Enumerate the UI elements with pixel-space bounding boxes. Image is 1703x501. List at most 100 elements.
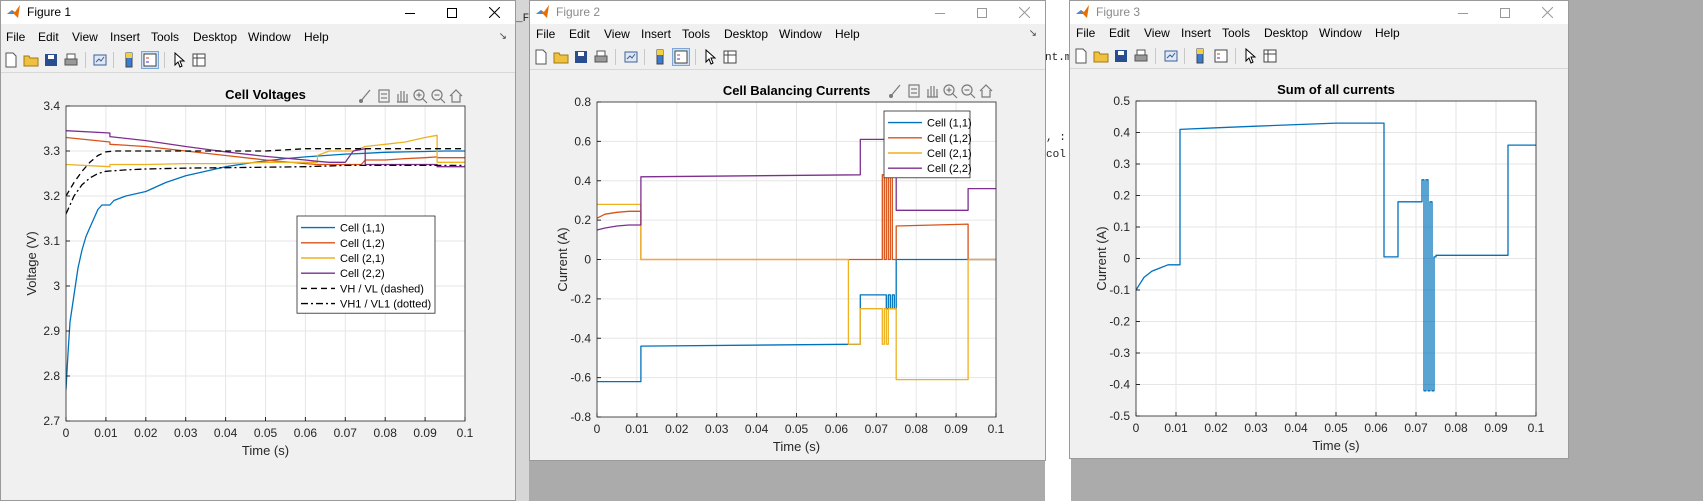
legend-icon[interactable] (141, 51, 159, 69)
menu-file[interactable]: File (1076, 26, 1096, 40)
legend-label-4: Cell (2,2) (927, 163, 972, 175)
y-tick-label: 0.5 (1113, 94, 1130, 108)
zoom-in-icon[interactable] (943, 84, 958, 99)
edit-plot-arrow-icon[interactable] (702, 49, 718, 65)
dock-arrow-icon[interactable]: ↘ (1028, 28, 1037, 39)
maximize-button[interactable] (1484, 1, 1526, 24)
close-button[interactable] (1003, 1, 1045, 24)
lens-handle (952, 93, 958, 99)
chart-figure-3: 0 0.01 0.02 0.03 0.04 0.05 0.06 0.07 0.08 0.09 0.1… (1094, 82, 1545, 453)
menu-file[interactable]: File (6, 30, 26, 44)
link-plot-icon[interactable] (1163, 48, 1179, 64)
colorbar-icon[interactable] (652, 49, 668, 65)
menu-desktop[interactable]: Desktop (724, 27, 769, 41)
menu-edit[interactable]: Edit (569, 27, 590, 41)
menu-view[interactable]: View (1144, 26, 1170, 40)
figure-1-window[interactable]: Figure 1 File Edit View Insert Tools Des… (0, 0, 516, 501)
print-icon[interactable] (63, 52, 79, 68)
figure-2-window[interactable]: Figure 2 File Edit View Insert Tools Des… (529, 0, 1046, 461)
zoom-out-icon[interactable] (431, 89, 446, 104)
y-tick-label: 0.1 (1113, 220, 1130, 234)
menu-window[interactable]: Window (1319, 26, 1362, 40)
series-line-2 (66, 136, 465, 166)
dock-arrow-icon[interactable]: ↘ (498, 31, 507, 42)
y-tick-label: 0 (584, 253, 591, 267)
save-icon[interactable] (1113, 48, 1129, 64)
y-tick-label: -0.5 (1109, 409, 1130, 423)
menu-edit[interactable]: Edit (38, 30, 59, 44)
save-icon[interactable] (573, 49, 589, 65)
colorbar-icon[interactable] (1192, 48, 1208, 64)
pan-icon[interactable] (397, 91, 408, 103)
zoom-out-icon[interactable] (961, 84, 976, 99)
maximize-button[interactable] (431, 1, 473, 24)
chart-title: Cell Balancing Currents (723, 83, 870, 98)
minimize-button[interactable] (1442, 1, 1484, 24)
home-icon[interactable] (449, 89, 463, 103)
x-tick-label: 0 (594, 422, 601, 436)
y-tick-label: -0.2 (570, 292, 591, 306)
datatip-icon[interactable] (908, 84, 920, 98)
close-button[interactable] (473, 1, 515, 24)
link-plot-icon[interactable] (623, 49, 639, 65)
menu-view[interactable]: View (72, 30, 98, 44)
figure-3-titlebar[interactable]: Figure 3 (1070, 1, 1568, 24)
new-figure-icon[interactable] (533, 49, 549, 65)
open-file-icon[interactable] (23, 52, 39, 68)
link-plot-icon[interactable] (92, 52, 108, 68)
print-icon[interactable] (593, 49, 609, 65)
menu-desktop[interactable]: Desktop (1264, 26, 1309, 40)
y-tick-label: 3.4 (43, 99, 60, 113)
zoom-in-icon[interactable] (413, 89, 428, 104)
y-tick-label: 0.8 (574, 95, 591, 109)
pan-icon[interactable] (927, 86, 938, 98)
series-line-5 (66, 148, 465, 197)
menu-help[interactable]: Help (1375, 26, 1400, 40)
brush-icon[interactable] (359, 89, 371, 103)
menu-view[interactable]: View (604, 27, 630, 41)
figure-1-titlebar[interactable]: Figure 1 (1, 1, 515, 24)
open-file-icon[interactable] (553, 49, 569, 65)
menu-insert[interactable]: Insert (1181, 26, 1212, 40)
legend-icon[interactable] (1213, 48, 1229, 64)
colorbar-icon[interactable] (121, 52, 137, 68)
menu-window[interactable]: Window (779, 27, 822, 41)
home-icon[interactable] (979, 84, 993, 98)
new-figure-icon[interactable] (1073, 48, 1089, 64)
menu-help[interactable]: Help (835, 27, 860, 41)
new-figure-icon[interactable] (3, 52, 19, 68)
property-inspector-icon[interactable] (1262, 48, 1278, 64)
brush-icon[interactable] (889, 84, 901, 98)
save-icon[interactable] (43, 52, 59, 68)
menu-insert[interactable]: Insert (641, 27, 672, 41)
menu-tools[interactable]: Tools (1222, 26, 1251, 40)
close-button[interactable] (1526, 1, 1568, 24)
x-tick-label: 0.07 (865, 422, 889, 436)
figure-2-titlebar[interactable]: Figure 2 (530, 1, 1045, 24)
open-file-icon[interactable] (1093, 48, 1109, 64)
edit-plot-arrow-icon[interactable] (171, 52, 187, 68)
property-inspector-icon[interactable] (722, 49, 738, 65)
menu-desktop[interactable]: Desktop (193, 30, 238, 44)
x-tick-label: 0 (1133, 421, 1140, 435)
minimize-button[interactable] (389, 1, 431, 24)
edit-plot-arrow-icon[interactable] (1242, 48, 1258, 64)
property-inspector-icon[interactable] (191, 52, 207, 68)
menu-help[interactable]: Help (304, 30, 329, 44)
menu-tools[interactable]: Tools (151, 30, 180, 44)
maximize-button[interactable] (961, 1, 1003, 24)
menu-window[interactable]: Window (248, 30, 291, 44)
legend-icon[interactable] (672, 48, 690, 66)
figure-3-window[interactable]: Figure 3 File Edit View Insert Tools Des… (1069, 0, 1569, 459)
datatip-icon[interactable] (378, 89, 390, 103)
menu-edit[interactable]: Edit (1109, 26, 1130, 40)
chart-figure-1: 0 0.01 0.02 0.03 0.04 0.05 0.06 0.07 0.08 0.09 0.1… (24, 87, 474, 458)
minimize-button[interactable] (919, 1, 961, 24)
print-icon[interactable] (1133, 48, 1149, 64)
menu-file[interactable]: File (536, 27, 556, 41)
menu-insert[interactable]: Insert (110, 30, 141, 44)
menu-tools[interactable]: Tools (682, 27, 711, 41)
figure-1-plot-area: 0 0.01 0.02 0.03 0.04 0.05 0.06 0.07 0.08 0.09 0.1… (1, 73, 515, 500)
toolbar-separator (164, 52, 165, 68)
legend-label-5: VH / VL (dashed) (340, 283, 424, 295)
